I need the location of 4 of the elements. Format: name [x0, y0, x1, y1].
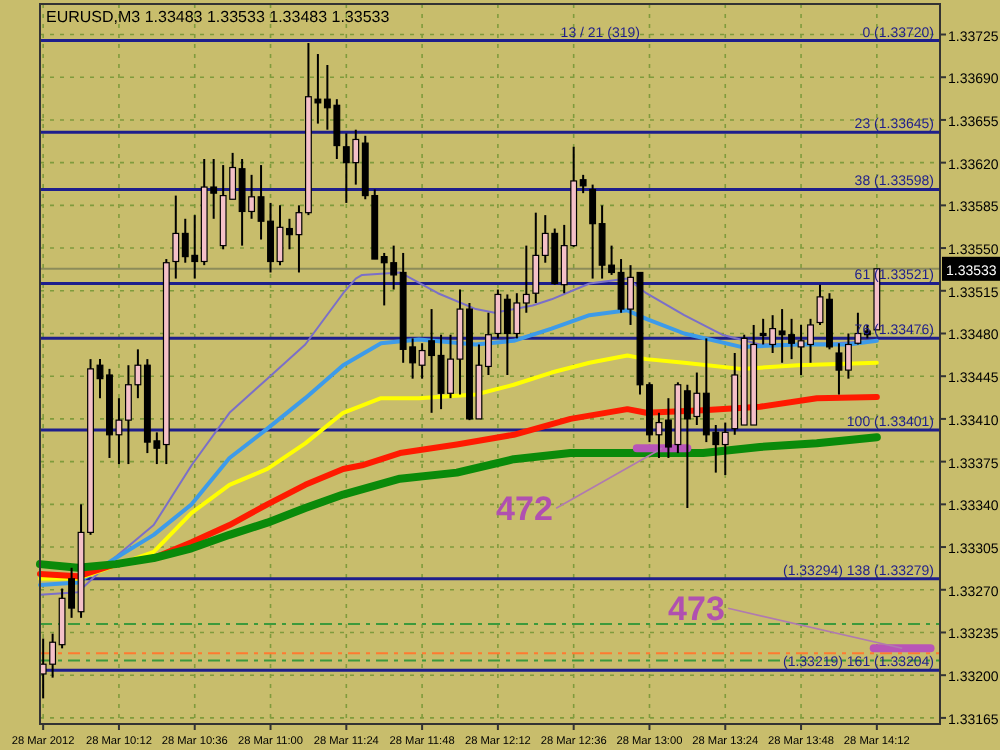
annotation: 472: [496, 490, 553, 529]
chart-title: EURUSD,M3 1.33483 1.33533 1.33483 1.33533: [46, 8, 391, 26]
annotation: 473: [668, 590, 725, 629]
line-series: [38, 353, 879, 581]
